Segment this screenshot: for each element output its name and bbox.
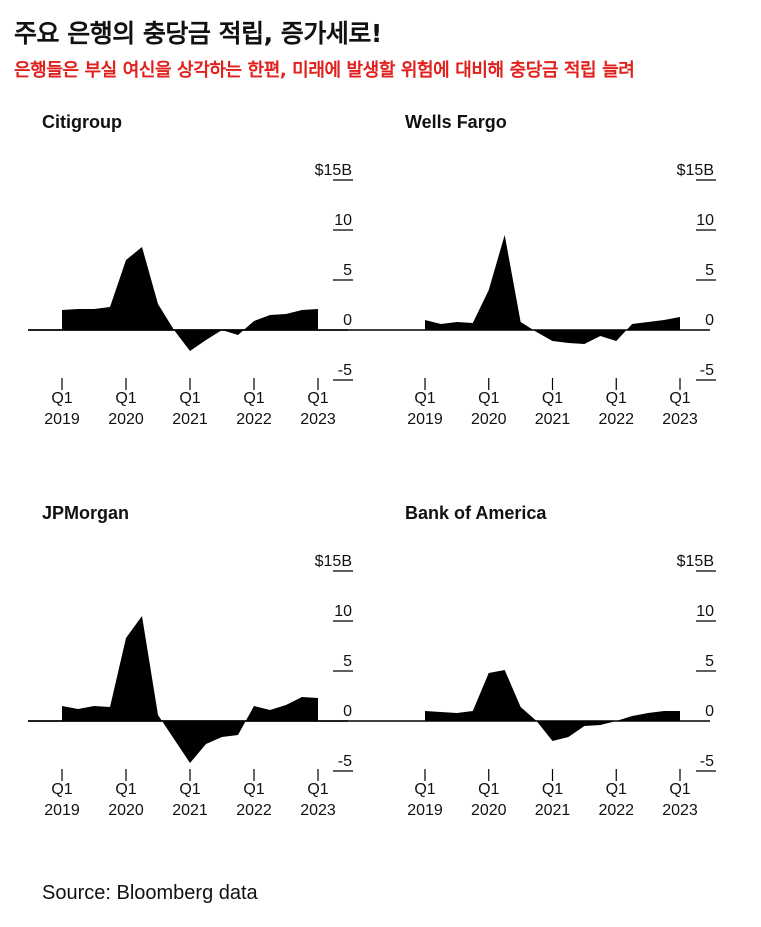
y-tick-label: 10 <box>334 603 352 620</box>
area-series <box>62 247 318 351</box>
y-tick-label: $15B <box>315 553 352 570</box>
chart-panel-bank-of-america: $15B 10 5 0 -5 Q1 2019 Q1 2020 Q1 2021 Q1 2022 Q1 2023 <box>28 553 716 819</box>
x-tick-label-year: 2020 <box>471 802 507 819</box>
x-tick-label-quarter: Q1 <box>307 390 328 407</box>
x-tick-label-year: 2022 <box>598 802 634 819</box>
x-tick-label-quarter: Q1 <box>115 781 136 798</box>
x-tick-label-year: 2023 <box>662 802 698 819</box>
y-tick-label: -5 <box>700 362 714 379</box>
chart-panel-citigroup: $15B 10 5 0 -5 Q1 2019 Q1 2020 Q1 2021 Q1 2022 Q1 2023 <box>28 162 353 428</box>
chart-panel-wells-fargo: $15B 10 5 0 -5 Q1 2019 Q1 2020 Q1 2021 Q1 2022 Q1 2023 <box>28 162 716 428</box>
x-tick-label-year: 2020 <box>108 411 144 428</box>
area-series <box>425 670 680 741</box>
x-tick-label-year: 2020 <box>471 411 507 428</box>
y-tick-label: 0 <box>343 703 352 720</box>
x-tick-label-quarter: Q1 <box>243 781 264 798</box>
x-tick-label-year: 2021 <box>172 802 208 819</box>
x-tick-label-year: 2019 <box>44 802 80 819</box>
x-tick-label-quarter: Q1 <box>542 781 563 798</box>
x-tick-label-quarter: Q1 <box>179 390 200 407</box>
y-tick-label: 5 <box>705 262 714 279</box>
x-tick-label-quarter: Q1 <box>606 781 627 798</box>
x-tick-label-year: 2020 <box>108 802 144 819</box>
page-subtitle: 은행들은 부실 여신을 상각하는 한편, 미래에 발생할 위험에 대비해 충당금… <box>14 60 635 81</box>
area-series <box>62 616 318 763</box>
source-note: Source: Bloomberg data <box>42 882 258 904</box>
x-tick-label-quarter: Q1 <box>669 390 690 407</box>
chart-title-wells-fargo: Wells Fargo <box>405 112 507 132</box>
x-tick-label-quarter: Q1 <box>414 390 435 407</box>
x-tick-label-quarter: Q1 <box>542 390 563 407</box>
x-tick-label-year: 2023 <box>662 411 698 428</box>
y-tick-label: 10 <box>334 212 352 229</box>
x-tick-label-quarter: Q1 <box>179 781 200 798</box>
y-tick-label: $15B <box>677 162 714 179</box>
x-tick-label-year: 2021 <box>172 411 208 428</box>
y-tick-label: -5 <box>700 753 714 770</box>
y-tick-label: 10 <box>696 603 714 620</box>
x-tick-label-quarter: Q1 <box>478 781 499 798</box>
x-tick-label-quarter: Q1 <box>51 390 72 407</box>
y-tick-label: $15B <box>677 553 714 570</box>
x-tick-label-year: 2023 <box>300 411 336 428</box>
chart-title-jpmorgan: JPMorgan <box>42 503 130 523</box>
x-tick-label-year: 2023 <box>300 802 336 819</box>
x-tick-label-quarter: Q1 <box>606 390 627 407</box>
y-tick-label: -5 <box>338 362 352 379</box>
chart-panel-jpmorgan: $15B 10 5 0 -5 Q1 2019 Q1 2020 Q1 2021 Q1 2022 Q1 2023 <box>28 553 353 819</box>
x-tick-label-year: 2022 <box>598 411 634 428</box>
x-tick-label-quarter: Q1 <box>243 390 264 407</box>
page-title: 주요 은행의 충당금 적립, 증가세로! <box>14 19 382 48</box>
x-tick-label-year: 2019 <box>407 802 443 819</box>
x-tick-label-quarter: Q1 <box>51 781 72 798</box>
x-tick-label-year: 2021 <box>535 802 571 819</box>
y-tick-label: 0 <box>343 312 352 329</box>
x-tick-label-quarter: Q1 <box>307 781 328 798</box>
x-tick-label-year: 2022 <box>236 802 272 819</box>
y-tick-label: 0 <box>705 703 714 720</box>
y-tick-label: 10 <box>696 212 714 229</box>
chart-title-citigroup: Citigroup <box>42 112 122 132</box>
chart-title-bank-of-america: Bank of America <box>405 503 547 523</box>
x-tick-label-quarter: Q1 <box>669 781 690 798</box>
x-tick-label-quarter: Q1 <box>478 390 499 407</box>
x-tick-label-year: 2022 <box>236 411 272 428</box>
x-tick-label-year: 2019 <box>44 411 80 428</box>
area-series <box>425 235 680 344</box>
y-tick-label: 0 <box>705 312 714 329</box>
y-tick-label: 5 <box>343 653 352 670</box>
x-tick-label-quarter: Q1 <box>414 781 435 798</box>
y-tick-label: 5 <box>343 262 352 279</box>
x-tick-label-quarter: Q1 <box>115 390 136 407</box>
x-tick-label-year: 2021 <box>535 411 571 428</box>
y-tick-label: -5 <box>338 753 352 770</box>
y-tick-label: $15B <box>315 162 352 179</box>
y-tick-label: 5 <box>705 653 714 670</box>
x-tick-label-year: 2019 <box>407 411 443 428</box>
